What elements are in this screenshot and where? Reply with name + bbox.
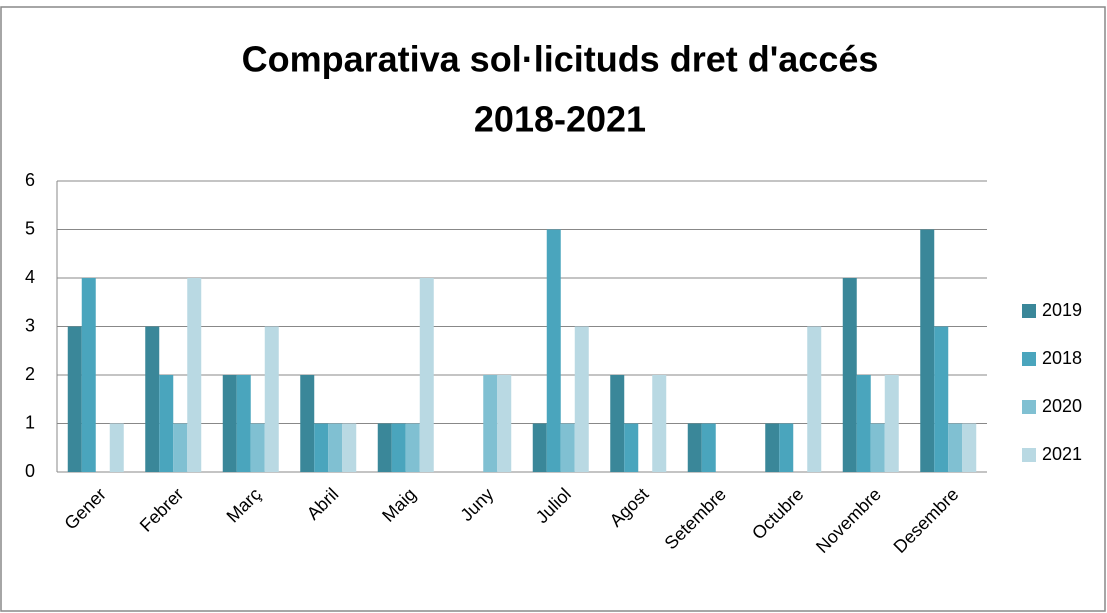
bar — [377, 423, 392, 472]
bar — [870, 423, 885, 472]
chart-title: Comparativa sol·licituds dret d'accés — [242, 39, 879, 80]
legend-label: 2019 — [1042, 300, 1082, 320]
bar — [81, 278, 96, 472]
bar — [701, 423, 716, 472]
bar — [145, 326, 160, 472]
legend-swatch — [1022, 352, 1036, 366]
bar — [807, 326, 822, 472]
legend-swatch — [1022, 304, 1036, 318]
bar — [236, 375, 251, 472]
chart-title: 2018-2021 — [474, 99, 646, 140]
bar — [532, 423, 547, 472]
bar — [948, 423, 963, 472]
y-tick-label: 0 — [25, 461, 35, 481]
legend-label: 2020 — [1042, 396, 1082, 416]
bar — [159, 375, 174, 472]
y-tick-label: 2 — [25, 364, 35, 384]
bar — [328, 423, 343, 472]
bar — [546, 229, 561, 472]
bar — [884, 375, 899, 472]
legend-swatch — [1022, 400, 1036, 414]
bar — [250, 423, 265, 472]
bar — [652, 375, 667, 472]
bar — [300, 375, 315, 472]
legend-label: 2021 — [1042, 444, 1082, 464]
bar — [419, 278, 434, 472]
bar — [391, 423, 406, 472]
bar — [342, 423, 357, 472]
bar — [842, 278, 857, 472]
legend-label: 2018 — [1042, 348, 1082, 368]
bar — [173, 423, 188, 472]
bar — [624, 423, 639, 472]
bar — [610, 375, 625, 472]
bar — [765, 423, 780, 472]
bar — [264, 326, 279, 472]
bar — [222, 375, 237, 472]
bar — [574, 326, 589, 472]
bar — [109, 423, 124, 472]
bar — [962, 423, 977, 472]
bar — [483, 375, 498, 472]
y-tick-label: 4 — [25, 267, 35, 287]
y-tick-label: 5 — [25, 218, 35, 238]
bar — [920, 229, 935, 472]
bar — [497, 375, 512, 472]
y-tick-label: 1 — [25, 412, 35, 432]
legend-swatch — [1022, 448, 1036, 462]
bar — [67, 326, 82, 472]
y-tick-label: 3 — [25, 315, 35, 335]
bar — [934, 326, 949, 472]
bar — [405, 423, 420, 472]
bar — [314, 423, 329, 472]
bar — [779, 423, 794, 472]
bar — [187, 278, 202, 472]
bar — [687, 423, 702, 472]
bar — [560, 423, 575, 472]
y-tick-label: 6 — [25, 170, 35, 190]
bar — [856, 375, 871, 472]
